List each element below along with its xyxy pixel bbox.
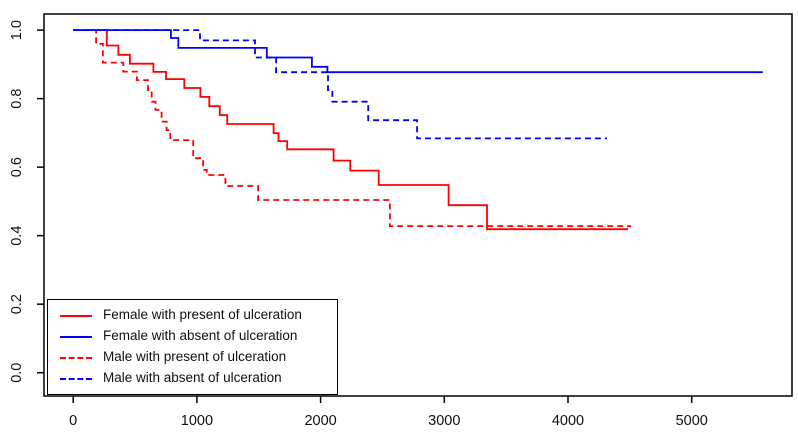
legend-item-male-absent: Male with absent of ulceration: [60, 368, 337, 389]
plot-border: [43, 13, 793, 397]
legend-item-female-present: Female with present of ulceration: [60, 305, 337, 326]
x-tick-label: 1000: [181, 413, 213, 429]
survival-curve-female-ulcer-present: [73, 29, 628, 231]
x-tick-label: 2000: [304, 413, 336, 429]
legend-label-male-present: Male with present of ulceration: [103, 348, 287, 364]
legend-item-male-present: Male with present of ulceration: [60, 347, 337, 368]
legend-item-female-absent: Female with absent of ulceration: [60, 326, 337, 347]
legend-label-female-present: Female with present of ulceration: [103, 306, 302, 322]
y-tick-label: 1.0: [9, 20, 25, 40]
survival-curve-female-ulcer-absent: [73, 29, 763, 74]
legend-line-sample-female-present: [60, 314, 92, 317]
survival-curve-male-ulcer-present: [73, 29, 632, 227]
x-tick-label: 4000: [552, 413, 584, 429]
legend-label-female-absent: Female with absent of ulceration: [103, 327, 298, 343]
y-tick-label: 0.4: [9, 226, 25, 246]
legend-line-sample-male-present: [60, 356, 92, 359]
y-tick-label: 0.0: [9, 363, 25, 383]
survival-curve-male-ulcer-absent: [73, 29, 607, 140]
y-tick-label: 0.2: [9, 294, 25, 314]
x-tick-label: 0: [69, 413, 77, 429]
x-tick-label: 5000: [676, 413, 708, 429]
legend-line-sample-female-absent: [60, 335, 92, 338]
y-tick-label: 0.6: [9, 157, 25, 177]
y-tick-label: 0.8: [9, 89, 25, 109]
x-tick-label: 3000: [428, 413, 460, 429]
legend-label-male-absent: Male with absent of ulceration: [103, 369, 282, 385]
legend-line-sample-male-absent: [60, 377, 92, 380]
legend-box: Female with present of ulceration Female…: [47, 299, 338, 395]
